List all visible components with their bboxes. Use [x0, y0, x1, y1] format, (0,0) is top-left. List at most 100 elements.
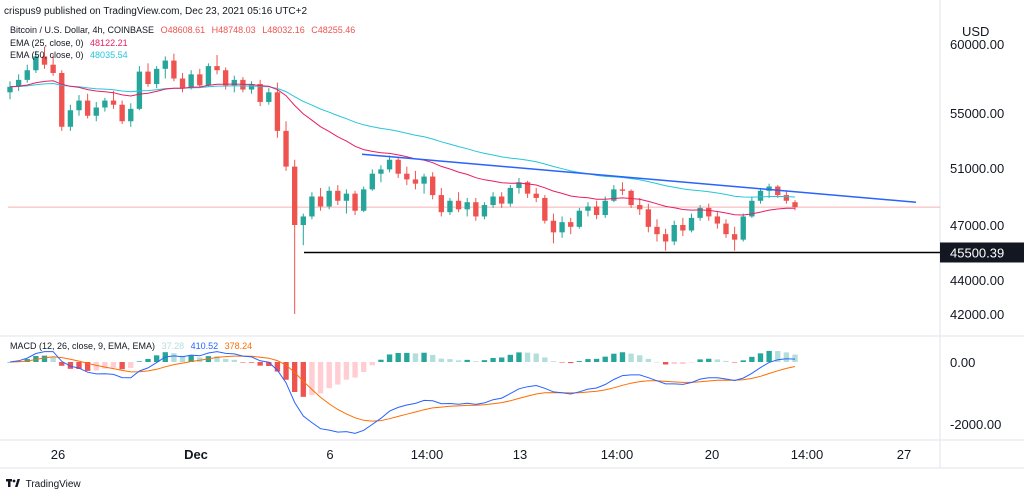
- candle-body: [24, 70, 30, 80]
- candle-body: [317, 196, 324, 207]
- macd-histogram-bar: [792, 354, 798, 362]
- support-price-tag-label: 45500.39: [950, 245, 1004, 260]
- candle-body: [533, 193, 539, 198]
- candle-body: [266, 92, 272, 102]
- tradingview-logo-icon: [6, 479, 20, 487]
- candle-body: [361, 189, 367, 211]
- macd-histogram-bar: [559, 362, 565, 363]
- candle-body: [248, 84, 255, 90]
- publisher-watermark: crispus9 published on TradingView.com, D…: [4, 6, 308, 17]
- candle-body: [792, 202, 798, 208]
- close-value: C48255.46: [311, 25, 356, 35]
- macd-histogram-bar: [481, 360, 488, 362]
- macd-histogram-bar: [119, 362, 125, 370]
- macd-histogram-bar: [84, 362, 91, 371]
- macd-histogram-bar: [404, 352, 410, 362]
- candle-body: [197, 74, 203, 86]
- candle-body: [481, 205, 488, 217]
- macd-histogram-bar: [740, 360, 746, 362]
- candle-body: [162, 60, 168, 69]
- time-tick-label: 14:00: [601, 447, 634, 462]
- candle-body: [335, 190, 341, 201]
- macd-histogram-bar: [499, 357, 505, 362]
- macd-histogram-bar: [524, 352, 531, 362]
- macd-histogram-bar: [697, 359, 703, 362]
- candle-body: [343, 193, 350, 201]
- candle-body: [654, 226, 660, 235]
- macd-histogram-bar: [395, 353, 401, 362]
- candle-body: [128, 108, 134, 122]
- candle-body: [455, 200, 462, 210]
- ema25-label: EMA (25, close, 0): [10, 38, 84, 48]
- candle-body: [369, 173, 375, 190]
- macd-histogram-bar: [757, 353, 764, 362]
- macd-histogram-bar: [766, 350, 772, 362]
- candle-body: [15, 79, 22, 87]
- macd-histogram-bar: [507, 354, 514, 362]
- macd-histogram-bar: [179, 355, 186, 362]
- macd-histogram-bar: [343, 362, 350, 380]
- candle-body: [205, 66, 212, 86]
- macd-histogram-bar: [568, 362, 574, 364]
- candle-body: [421, 176, 427, 184]
- candle-body: [59, 72, 65, 127]
- candle-body: [568, 222, 574, 227]
- ema50-legend: EMA (50, close, 0) 48035.54: [10, 50, 128, 60]
- candle-body: [274, 92, 281, 131]
- macd-histogram-bar: [214, 356, 220, 362]
- candle-body: [524, 182, 531, 194]
- macd-histogram-bar: [749, 356, 755, 362]
- candle-body: [611, 189, 617, 201]
- candle-body: [662, 234, 669, 242]
- time-tick-label: Dec: [184, 447, 208, 462]
- macd-histogram-bar: [628, 353, 634, 362]
- macd-histogram-bar: [231, 359, 237, 362]
- macd-histogram-bar: [59, 362, 65, 366]
- candle-body: [447, 200, 453, 213]
- candle-body: [231, 79, 237, 86]
- macd-histogram-bar: [326, 362, 332, 389]
- macd-histogram-bar: [67, 362, 74, 369]
- candle-body: [50, 64, 56, 73]
- candle-body: [499, 196, 505, 204]
- candle-body: [386, 159, 393, 170]
- candle-body: [300, 216, 306, 225]
- macd-histogram-bar: [490, 357, 496, 362]
- ema50-value: 48035.54: [90, 50, 128, 60]
- candle-body: [153, 68, 160, 85]
- macd-histogram-bar: [222, 358, 229, 362]
- macd-hist-value: 37.28: [161, 341, 185, 351]
- time-tick-label: 27: [897, 447, 911, 462]
- macd-histogram-bar: [447, 359, 453, 362]
- macd-histogram-bar: [688, 362, 695, 363]
- currency-label: USD: [962, 24, 989, 39]
- macd-histogram-bar: [153, 355, 160, 362]
- macd-histogram-bar: [93, 362, 99, 371]
- candle-body: [283, 130, 289, 167]
- macd-histogram-bar: [516, 352, 522, 362]
- high-value: H48748.03: [211, 25, 256, 35]
- macd-histogram-bar: [76, 362, 82, 370]
- macd-histogram-bar: [542, 357, 548, 362]
- candle-body: [309, 196, 315, 217]
- macd-histogram-bar: [438, 358, 444, 362]
- macd-histogram-bar: [352, 362, 358, 378]
- macd-histogram-bar: [300, 362, 306, 397]
- candle-body: [464, 202, 470, 210]
- macd-histogram-bar: [309, 362, 315, 396]
- time-tick-label: 13: [513, 447, 527, 462]
- ema25-value: 48122.21: [90, 38, 128, 48]
- macd-label: MACD (12, 26, close, 9, EMA, EMA): [10, 341, 156, 351]
- candle-body: [136, 71, 143, 109]
- candle-body: [352, 193, 358, 211]
- time-tick-label: 6: [326, 447, 333, 462]
- price-tick-label: 42000.00: [950, 307, 1004, 322]
- macd-histogram-bar: [585, 359, 591, 362]
- macd-histogram-bar: [576, 361, 583, 362]
- candle-body: [749, 200, 755, 217]
- macd-histogram-bar: [386, 354, 393, 362]
- open-value: O48608.61: [160, 25, 206, 35]
- candle-body: [145, 71, 151, 85]
- candle-body: [257, 84, 263, 102]
